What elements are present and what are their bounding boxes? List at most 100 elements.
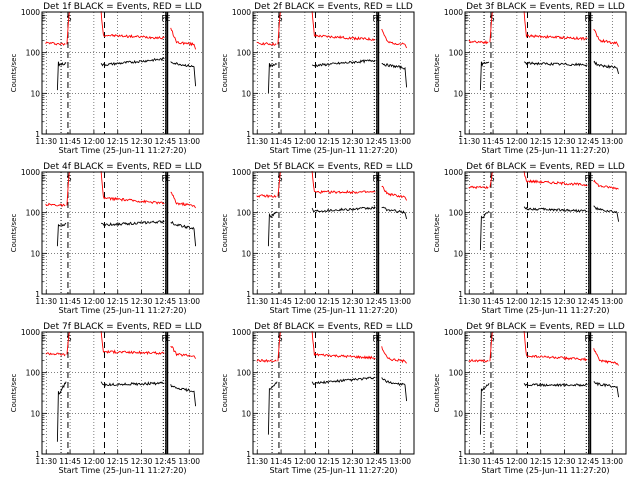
red-lld-series bbox=[100, 331, 165, 356]
y-tick-label: 10 bbox=[30, 89, 40, 98]
x-tick-label: 12:45 bbox=[155, 297, 177, 306]
x-tick-label: 11:45 bbox=[482, 297, 504, 306]
event-marker: E bbox=[252, 14, 257, 23]
y-tick-label: 100 bbox=[26, 49, 41, 58]
red-lld-series bbox=[593, 28, 620, 47]
x-tick-label: 12:15 bbox=[530, 297, 552, 306]
y-tick-label: 10 bbox=[453, 249, 463, 258]
panel-title: Det 6f BLACK = Events, RED = LLD bbox=[466, 162, 625, 172]
black-events-series bbox=[267, 63, 278, 94]
y-tick-label: 1 bbox=[35, 130, 40, 139]
event-marker: E bbox=[589, 174, 594, 183]
x-tick-label: 12:00 bbox=[506, 297, 528, 306]
red-lld-series bbox=[256, 41, 277, 46]
x-tick-label: 12:45 bbox=[366, 137, 388, 146]
red-lld-series bbox=[523, 330, 588, 362]
x-tick-label: 12:00 bbox=[83, 297, 105, 306]
x-tick-label: 11:45 bbox=[59, 457, 81, 466]
red-lld-series bbox=[66, 331, 70, 355]
y-tick-label: 1 bbox=[458, 450, 463, 459]
y-tick-label: 10 bbox=[241, 409, 251, 418]
y-tick-label: 1000 bbox=[232, 8, 251, 17]
event-marker: E bbox=[252, 334, 257, 343]
black-events-series bbox=[267, 211, 278, 247]
detector-panel: Det 9f BLACK = Events, RED = LLD 11:30 11:… bbox=[433, 322, 627, 475]
black-events-series bbox=[56, 381, 67, 442]
x-tick-label: 12:45 bbox=[155, 457, 177, 466]
black-events-series bbox=[381, 377, 408, 402]
black-events-series bbox=[170, 220, 197, 247]
y-tick-label: 1 bbox=[35, 450, 40, 459]
black-events-series bbox=[523, 61, 588, 67]
event-marker: F bbox=[373, 174, 378, 183]
event-marker: E bbox=[41, 14, 46, 23]
black-events-series bbox=[56, 61, 67, 91]
y-tick-label: 1000 bbox=[444, 328, 463, 337]
x-tick-label: 12:30 bbox=[342, 457, 364, 466]
plot-frame bbox=[41, 11, 204, 135]
red-lld-series bbox=[489, 11, 493, 43]
x-tick-label: 11:30 bbox=[458, 297, 480, 306]
black-events-series bbox=[523, 206, 588, 213]
x-axis-label: Start Time (25-Jun-11 11:27:20) bbox=[482, 146, 610, 155]
x-tick-label: 12:00 bbox=[506, 457, 528, 466]
x-tick-label: 12:00 bbox=[83, 137, 105, 146]
detector-panel: Det 5f BLACK = Events, RED = LLD 11:30 11:… bbox=[221, 162, 415, 315]
black-events-series bbox=[381, 206, 408, 220]
x-tick-label: 11:45 bbox=[270, 137, 292, 146]
red-lld-series bbox=[170, 191, 196, 209]
y-tick-label: 1000 bbox=[232, 328, 251, 337]
x-tick-label: 12:15 bbox=[530, 457, 552, 466]
red-lld-series bbox=[277, 331, 281, 362]
x-tick-label: 13:00 bbox=[601, 457, 623, 466]
x-axis-label: Start Time (25-Jun-11 11:27:20) bbox=[270, 466, 398, 475]
event-marker: F bbox=[585, 174, 590, 183]
y-tick-label: 100 bbox=[26, 369, 41, 378]
x-tick-label: 12:30 bbox=[554, 297, 576, 306]
x-tick-label: 12:15 bbox=[318, 297, 340, 306]
x-tick-label: 11:30 bbox=[458, 137, 480, 146]
x-tick-label: 11:30 bbox=[35, 297, 57, 306]
y-tick-label: 10 bbox=[453, 409, 463, 418]
x-tick-label: 12:00 bbox=[294, 457, 316, 466]
plot-frame bbox=[252, 331, 415, 455]
y-tick-label: 1000 bbox=[444, 8, 463, 17]
detector-panel: Det 4f BLACK = Events, RED = LLD 11:30 11:… bbox=[10, 162, 204, 315]
plot-frame bbox=[252, 11, 415, 135]
y-axis-label: Counts/sec bbox=[433, 214, 441, 253]
x-tick-label: 11:45 bbox=[482, 137, 504, 146]
event-marker: F bbox=[162, 14, 167, 23]
x-tick-label: 12:15 bbox=[530, 137, 552, 146]
y-axis-label: Counts/sec bbox=[10, 214, 18, 253]
black-events-series bbox=[479, 61, 490, 91]
red-lld-series bbox=[381, 185, 408, 201]
y-tick-label: 1 bbox=[35, 290, 40, 299]
y-tick-label: 1 bbox=[246, 450, 251, 459]
black-events-series bbox=[593, 205, 620, 222]
y-tick-label: 1000 bbox=[21, 168, 40, 177]
red-lld-series bbox=[468, 185, 489, 190]
red-lld-series bbox=[311, 171, 376, 195]
event-marker: F bbox=[162, 334, 167, 343]
red-lld-series bbox=[468, 358, 489, 363]
y-tick-label: 100 bbox=[449, 49, 464, 58]
black-events-series bbox=[593, 381, 620, 398]
x-tick-label: 13:00 bbox=[389, 457, 411, 466]
plot-frame bbox=[41, 171, 204, 295]
x-tick-label: 12:45 bbox=[155, 137, 177, 146]
x-tick-label: 12:30 bbox=[554, 457, 576, 466]
red-lld-series bbox=[100, 171, 165, 205]
y-tick-label: 10 bbox=[241, 89, 251, 98]
y-axis-label: Counts/sec bbox=[433, 374, 441, 413]
event-marker: E bbox=[166, 334, 171, 343]
x-axis-label: Start Time (25-Jun-11 11:27:20) bbox=[59, 146, 187, 155]
event-marker: E bbox=[41, 334, 46, 343]
event-marker: E bbox=[377, 174, 382, 183]
plot-frame bbox=[464, 171, 627, 295]
y-tick-label: 1000 bbox=[232, 168, 251, 177]
y-tick-label: 10 bbox=[453, 89, 463, 98]
x-tick-label: 11:45 bbox=[270, 297, 292, 306]
red-lld-series bbox=[523, 11, 588, 41]
